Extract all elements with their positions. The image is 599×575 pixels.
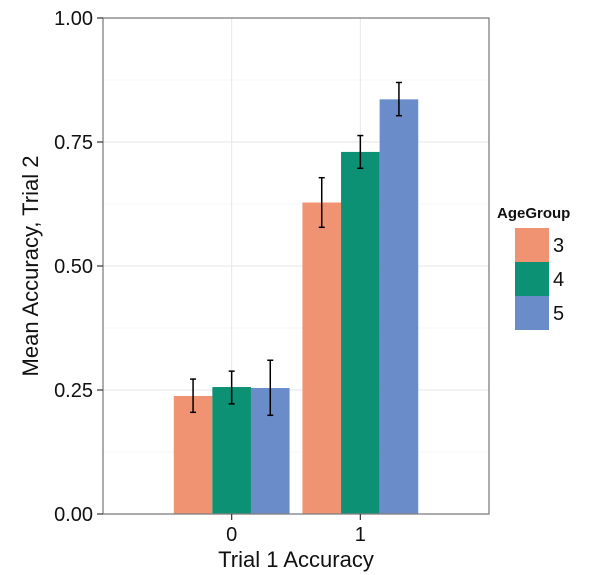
y-tick-label: 0.75 (54, 132, 93, 154)
legend-label-3: 3 (553, 235, 564, 257)
x-tick-label: 0 (226, 524, 237, 546)
x-tick-label: 1 (355, 524, 366, 546)
error-bars (190, 81, 402, 417)
legend-label-4: 4 (553, 269, 564, 291)
legend-label-5: 5 (553, 303, 564, 325)
bar-age4-cat0 (212, 387, 251, 514)
legend: AgeGroup 3 4 5 (497, 205, 570, 330)
y-axis-title: Mean Accuracy, Trial 2 (18, 156, 43, 377)
y-tick-label: 0.25 (54, 380, 93, 402)
legend-key-4 (515, 262, 549, 296)
bar-age3-cat1 (302, 202, 342, 514)
legend-key-5 (515, 296, 549, 330)
bar-age4-cat1 (341, 151, 380, 515)
axes: 0.00 0.25 0.50 0.75 1.00 0 1 (54, 8, 366, 546)
y-tick-label: 1.00 (54, 8, 93, 30)
bar-age3-cat0 (173, 395, 213, 514)
bar-age5-cat1 (379, 99, 419, 515)
bars (173, 99, 419, 515)
legend-key-3 (515, 228, 549, 262)
x-axis-title: Trial 1 Accuracy (218, 547, 374, 572)
legend-title: AgeGroup (497, 205, 570, 222)
y-tick-label: 0.50 (54, 256, 93, 278)
y-tick-label: 0.00 (54, 504, 93, 526)
